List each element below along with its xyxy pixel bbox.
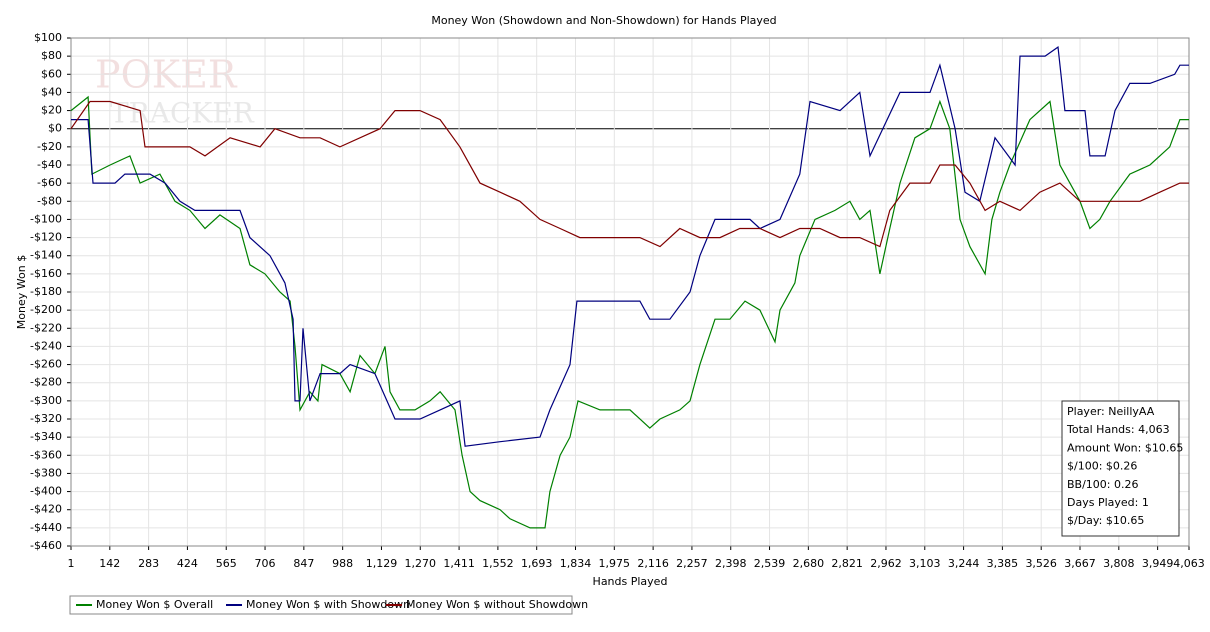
y-tick-label: -$340	[30, 430, 62, 443]
svg-text:TRACKER: TRACKER	[110, 97, 255, 130]
y-tick-label: -$380	[30, 466, 62, 479]
y-tick-label: $60	[41, 67, 62, 80]
y-tick-label: -$360	[30, 448, 62, 461]
y-tick-label: -$60	[37, 176, 62, 189]
x-tick-label: 142	[99, 557, 120, 570]
y-tick-label: -$140	[30, 249, 62, 262]
stats-line: Days Played: 1	[1067, 496, 1149, 509]
y-tick-label: -$160	[30, 267, 62, 280]
series-line	[70, 100, 1189, 248]
y-tick-label: -$280	[30, 376, 62, 389]
y-axis-label: Money Won $	[15, 255, 28, 329]
x-tick-label: 1,270	[405, 557, 437, 570]
series-line	[70, 95, 1189, 529]
x-tick-label: 3,526	[1025, 557, 1057, 570]
x-tick-label: 2,257	[676, 557, 708, 570]
stats-line: Player: NeillyAA	[1067, 405, 1155, 418]
y-tick-label: $80	[41, 49, 62, 62]
x-tick-label: 2,680	[793, 557, 825, 570]
x-tick-label: 1,552	[482, 557, 514, 570]
y-tick-label: -$80	[37, 194, 62, 207]
y-tick-label: $20	[41, 104, 62, 117]
y-tick-label: $0	[48, 122, 62, 135]
x-tick-label: 3,103	[909, 557, 941, 570]
plot-area	[67, 37, 1190, 550]
x-tick-label: 1	[68, 557, 75, 570]
series-line	[71, 46, 1189, 447]
watermark: POKER TRACKER	[95, 53, 255, 130]
y-tick-label: $40	[41, 85, 62, 98]
x-tick-label: 3,667	[1064, 557, 1096, 570]
y-tick-label: -$40	[37, 158, 62, 171]
x-tick-label: 2,398	[715, 557, 747, 570]
y-tick-label: -$400	[30, 485, 62, 498]
stats-line: BB/100: 0.26	[1067, 478, 1139, 491]
chart-title: Money Won (Showdown and Non-Showdown) fo…	[431, 14, 776, 27]
y-tick-label: -$440	[30, 521, 62, 534]
x-tick-label: 1,411	[443, 557, 475, 570]
x-tick-label: 3,385	[987, 557, 1019, 570]
stats-line: $/Day: $10.65	[1067, 514, 1144, 527]
y-tick-label: -$120	[30, 231, 62, 244]
y-tick-label: -$240	[30, 339, 62, 352]
y-tick-label: -$220	[30, 321, 62, 334]
legend-label: Money Won $ Overall	[96, 598, 213, 611]
x-tick-label: 1,129	[366, 557, 398, 570]
x-tick-label: 3,949	[1142, 557, 1174, 570]
x-tick-label: 283	[138, 557, 159, 570]
x-tick-label: 2,962	[870, 557, 902, 570]
y-tick-label: $100	[34, 31, 62, 44]
x-axis-label: Hands Played	[593, 575, 668, 588]
y-tick-label: -$20	[37, 140, 62, 153]
x-tick-label: 1,975	[599, 557, 631, 570]
plot-border	[70, 37, 1190, 547]
legend	[69, 595, 573, 615]
x-tick-label: 2,116	[637, 557, 669, 570]
x-tick-label: 1,834	[560, 557, 592, 570]
x-tick-label: 3,808	[1103, 557, 1135, 570]
x-tick-label: 2,821	[831, 557, 863, 570]
stats-line: Total Hands: 4,063	[1066, 423, 1170, 436]
x-tick-label: 988	[332, 557, 353, 570]
x-tick-label: 3,244	[948, 557, 980, 570]
y-tick-label: -$200	[30, 303, 62, 316]
legend-label: Money Won $ with Showdown	[246, 598, 410, 611]
y-tick-label: -$420	[30, 503, 62, 516]
y-tick-label: -$100	[30, 212, 62, 225]
x-tick-label: 706	[255, 557, 276, 570]
stats-line: Amount Won: $10.65	[1067, 441, 1183, 454]
stats-line: $/100: $0.26	[1067, 460, 1137, 473]
x-tick-label: 847	[293, 557, 314, 570]
y-tick-label: -$300	[30, 394, 62, 407]
x-tick-label: 565	[216, 557, 237, 570]
x-tick-label: 424	[177, 557, 198, 570]
x-tick-label: 2,539	[754, 557, 786, 570]
y-tick-label: -$260	[30, 358, 62, 371]
x-tick-label: 4,063	[1173, 557, 1205, 570]
y-tick-label: -$320	[30, 412, 62, 425]
x-tick-label: 1,693	[521, 557, 553, 570]
y-tick-label: -$180	[30, 285, 62, 298]
stats-box	[1061, 400, 1180, 537]
y-tick-label: -$460	[30, 539, 62, 552]
legend-label: Money Won $ without Showdown	[406, 598, 588, 611]
